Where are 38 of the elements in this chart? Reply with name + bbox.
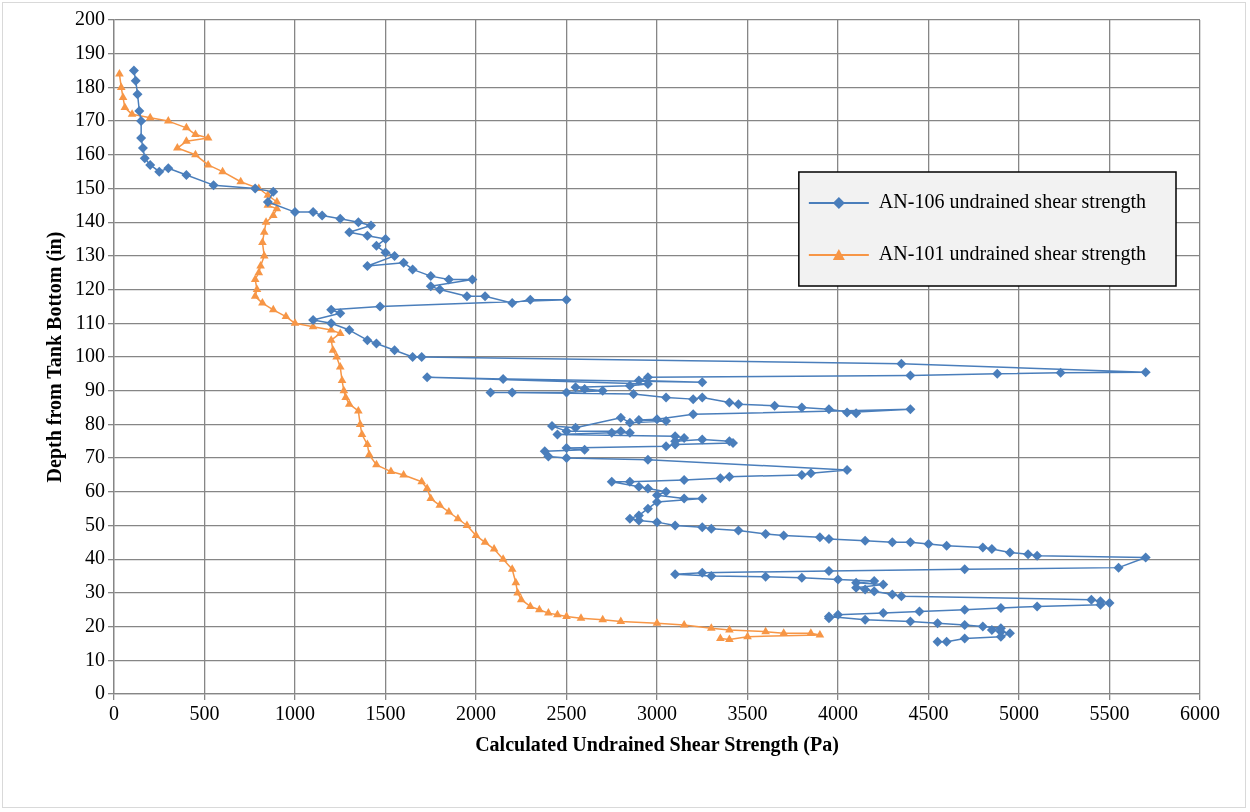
legend-label: AN-101 undrained shear strength — [878, 242, 1147, 266]
x-tick-label: 4000 — [818, 702, 858, 725]
y-tick-label: 60 — [85, 479, 105, 502]
x-tick-label: 0 — [109, 702, 119, 725]
x-tick-label: 1000 — [275, 702, 315, 725]
y-tick-label: 130 — [75, 243, 105, 266]
y-tick-label: 30 — [85, 580, 105, 603]
y-tick-label: 160 — [75, 142, 105, 165]
x-tick-label: 500 — [189, 702, 220, 725]
x-tick-label: 3500 — [727, 702, 768, 725]
y-tick-label: 0 — [95, 681, 105, 704]
y-tick-label: 40 — [85, 546, 105, 569]
y-tick-label: 120 — [75, 276, 105, 299]
x-tick-label: 6000 — [1180, 702, 1220, 725]
y-tick-label: 10 — [85, 647, 105, 670]
legend-label: AN-106 undrained shear strength — [878, 190, 1147, 214]
y-tick-label: 90 — [85, 377, 105, 400]
x-tick-label: 2500 — [546, 702, 587, 725]
y-tick-label: 100 — [75, 344, 105, 367]
y-tick-label: 180 — [75, 74, 105, 97]
x-tick-label: 4500 — [908, 702, 949, 725]
y-tick-label: 20 — [85, 613, 105, 636]
y-tick-label: 200 — [75, 7, 105, 30]
y-tick-label: 150 — [75, 175, 105, 198]
y-tick-label: 190 — [75, 40, 105, 63]
y-axis-title: Depth from Tank Bottom (in) — [43, 231, 67, 483]
y-tick-label: 70 — [85, 445, 105, 468]
x-tick-label: 5000 — [999, 702, 1039, 725]
x-tick-label: 2000 — [456, 702, 496, 725]
x-tick-label: 5500 — [1089, 702, 1130, 725]
y-tick-label: 50 — [85, 512, 105, 535]
y-tick-label: 110 — [75, 310, 105, 333]
x-tick-label: 3000 — [637, 702, 677, 725]
x-tick-label: 1500 — [365, 702, 406, 725]
y-tick-label: 170 — [75, 108, 105, 131]
y-tick-label: 140 — [75, 209, 105, 232]
x-axis-title: Calculated Undrained Shear Strength (Pa) — [475, 733, 839, 757]
y-tick-label: 80 — [85, 411, 105, 434]
